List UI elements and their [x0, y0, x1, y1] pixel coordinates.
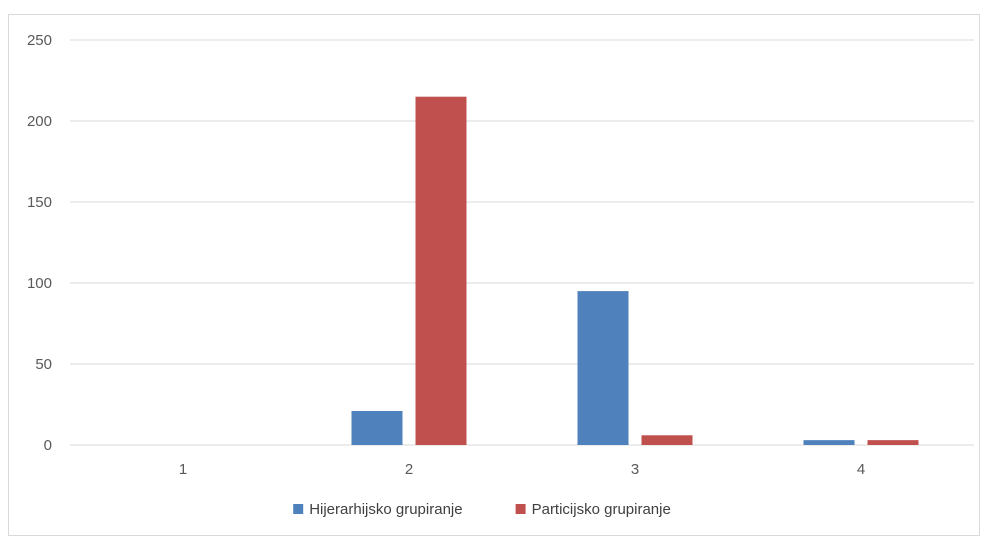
y-tick-label: 200: [27, 113, 52, 130]
y-tick-label: 0: [44, 437, 52, 454]
legend-swatch: [515, 504, 526, 514]
legend-swatch: [293, 504, 304, 514]
chart-area: [8, 14, 980, 536]
x-tick-label: 2: [405, 461, 413, 478]
x-tick-label: 1: [179, 461, 187, 478]
legend-label: Hijerarhijsko grupiranje: [309, 501, 462, 518]
legend-label: Particijsko grupiranje: [532, 501, 671, 518]
x-tick-label: 3: [631, 461, 639, 478]
bar-series-1: [577, 291, 629, 445]
y-tick-label: 150: [27, 194, 52, 211]
y-tick-label: 50: [35, 356, 52, 373]
x-tick-label: 4: [857, 461, 865, 478]
bar-series-2: [415, 96, 467, 445]
bar-series-2: [641, 435, 693, 445]
bar-series-1: [803, 440, 855, 445]
y-tick-label: 250: [27, 32, 52, 49]
bar-series-2: [867, 440, 919, 445]
bar-series-1: [351, 410, 403, 445]
y-tick-label: 100: [27, 275, 52, 292]
